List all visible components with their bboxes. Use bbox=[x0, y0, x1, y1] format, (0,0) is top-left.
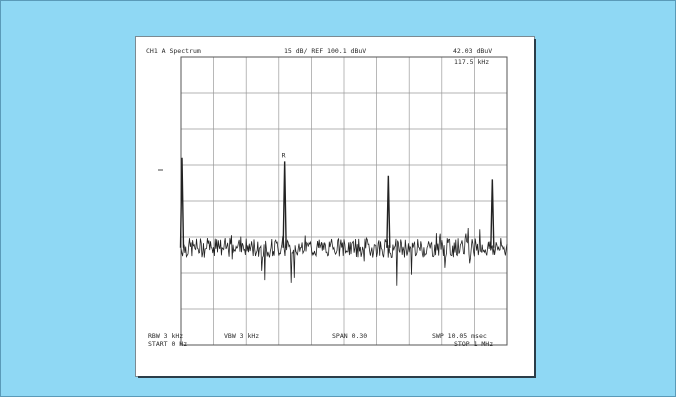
spectrum-chart: CH1 A Spectrum 15 dB/ REF 100.1 dBuV 42.… bbox=[146, 47, 508, 348]
spectrum-trace bbox=[179, 157, 508, 286]
header-scale: 15 dB/ REF 100.1 dBuV bbox=[284, 47, 366, 55]
footer-start: START 0 Hz bbox=[148, 340, 187, 348]
peak-1 bbox=[179, 157, 185, 248]
peak-2 bbox=[282, 161, 287, 248]
marker-symbol: R bbox=[282, 151, 286, 159]
header-channel: CH1 A Spectrum bbox=[146, 47, 201, 55]
peak-4 bbox=[490, 179, 495, 248]
footer-span: SPAN 0.30 bbox=[332, 332, 367, 340]
footer-rbw: RBW 3 kHz bbox=[148, 332, 183, 340]
noise-trace bbox=[180, 227, 508, 286]
spectrum-card: CH1 A Spectrum 15 dB/ REF 100.1 dBuV 42.… bbox=[136, 37, 534, 376]
header-marker-value: 42.03 dBuV bbox=[453, 47, 492, 55]
footer-vbw: VBW 3 kHz bbox=[224, 332, 259, 340]
footer-stop: STOP 1 MHz bbox=[454, 340, 493, 348]
footer-swp: SWP 10.05 msec bbox=[432, 332, 487, 340]
peak-3 bbox=[386, 175, 391, 248]
chart-grid bbox=[180, 56, 508, 346]
header-marker-freq: 117.5 kHz bbox=[454, 58, 489, 66]
